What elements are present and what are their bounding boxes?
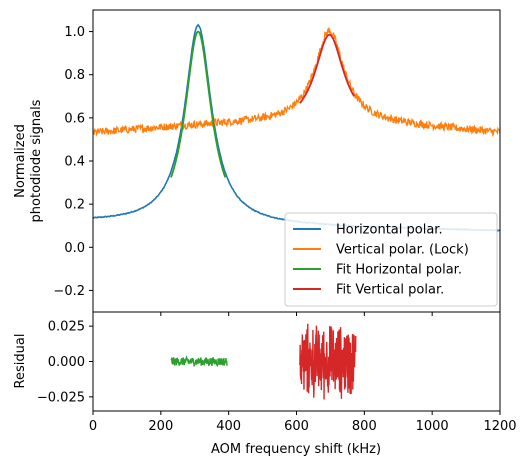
residual-y-tick-label: 0.000 [48, 355, 85, 370]
main-y-tick-label: −0.2 [53, 284, 85, 299]
main-y-tick-label: 0.2 [64, 198, 85, 213]
main-y-axis-label-line1: Normalized [13, 124, 28, 198]
legend-box [284, 212, 498, 307]
main-y-tick-label: 0.6 [64, 111, 85, 126]
residual-y-axis-label: Residual [13, 334, 28, 389]
legend-label: Fit Horizontal polar. [336, 263, 462, 278]
residual-fit-horizontal-line [170, 355, 228, 368]
residual-y-tick-label: 0.025 [48, 320, 85, 335]
series-vertical-polar-lock-line [93, 26, 500, 137]
residual-x-axis-ticks: 0 200 400 600 800 1000 1200 [89, 411, 517, 434]
residual-fit-vertical-line [299, 323, 357, 400]
legend-entries: Horizontal polar. Vertical polar. (Lock) F… [293, 223, 469, 298]
residual-y-axis-ticks: −0.025 0.000 0.025 [37, 320, 93, 405]
series-fit-vertical-polar-line [299, 33, 355, 104]
x-tick-label: 800 [352, 419, 377, 434]
main-y-tick-label: 0.4 [64, 155, 85, 170]
series-fit-horizontal-polar-line [170, 30, 227, 178]
main-x-axis-ticks [92, 312, 501, 316]
x-tick-label: 600 [284, 419, 309, 434]
x-axis-label: AOM frequency shift (kHz) [211, 442, 381, 456]
x-tick-label: 1200 [483, 419, 516, 434]
legend: Horizontal polar. Vertical polar. (Lock) F… [284, 212, 498, 307]
x-tick-label: 200 [148, 419, 173, 434]
x-tick-label: 1000 [416, 419, 449, 434]
residual-plot-panel: −0.025 0.000 0.025 0 200 400 600 800 1000 1200 R… [13, 311, 517, 456]
legend-label: Vertical polar. (Lock) [336, 243, 469, 258]
main-y-tick-label: 0.0 [64, 241, 85, 256]
main-y-axis-label-line2: photodiode signals [29, 99, 44, 222]
legend-label: Horizontal polar. [336, 223, 443, 238]
legend-label: Fit Vertical polar. [336, 283, 444, 298]
x-tick-label: 400 [216, 419, 241, 434]
main-y-tick-label: 1.0 [64, 25, 85, 40]
residual-series-group [170, 323, 357, 400]
main-y-tick-label: 0.8 [64, 68, 85, 83]
main-series-group [93, 23, 500, 233]
residual-plot-frame [92, 311, 501, 412]
x-tick-label: 0 [89, 419, 97, 434]
main-y-axis-ticks: −0.2 0.0 0.2 0.4 0.6 0.8 1.0 [53, 25, 93, 299]
residual-y-tick-label: −0.025 [37, 390, 85, 405]
